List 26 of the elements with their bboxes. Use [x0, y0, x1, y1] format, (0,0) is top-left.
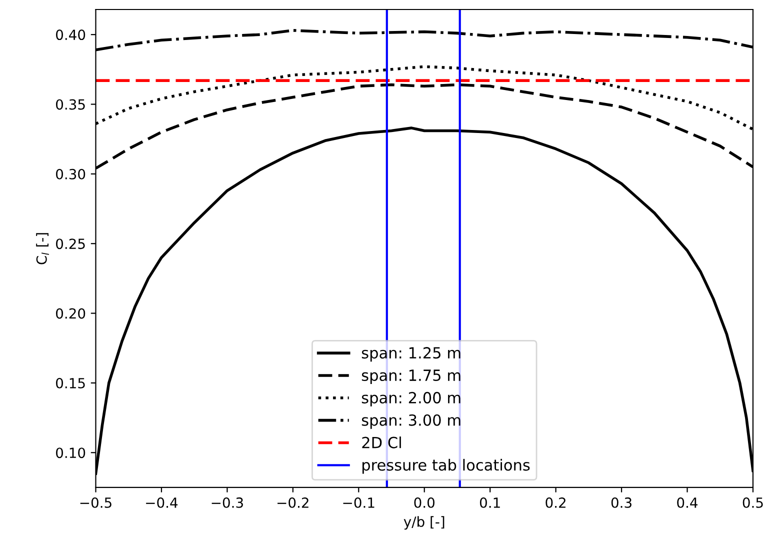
y-tick-label: 0.10: [56, 448, 86, 458]
x-tick-label: 0.3: [611, 497, 632, 508]
x-tick-label: 0.4: [677, 497, 698, 508]
x-tick-label: 0.2: [546, 497, 566, 508]
y-tick-label: 0.15: [56, 378, 85, 388]
x-tick-label: 0.0: [414, 497, 434, 508]
x-tick-label: −0.3: [212, 497, 243, 508]
legend-label: 2D Cl: [362, 436, 401, 448]
legend-label: span: 1.75 m: [362, 370, 460, 384]
ref-line-label: pressure tab locations: [362, 458, 530, 474]
x-tick-label: 0.5: [742, 497, 763, 508]
y-tick-label: 0.20: [56, 308, 86, 319]
legend-label: span: 1.25 m: [362, 347, 460, 362]
y-tick-label: 0.35: [56, 99, 85, 110]
x-tick-label: −0.2: [278, 497, 308, 508]
x-tick-label: 0.1: [480, 497, 500, 508]
x-tick-label: −0.1: [343, 497, 374, 508]
x-tick-label: −0.4: [146, 497, 178, 508]
y-tick-label: 0.30: [56, 168, 86, 180]
x-tick-label: −0.5: [80, 497, 112, 508]
legend-label: span: 2.00 m: [362, 392, 460, 406]
y-axis-title: C$_{l}$ [-]: [36, 233, 49, 264]
x-axis-title: y/b [-]: [404, 516, 444, 530]
y-tick-label: 0.40: [56, 30, 86, 40]
y-tick-label: 0.25: [56, 238, 85, 250]
legend-label: span: 3.00 m: [362, 414, 460, 429]
